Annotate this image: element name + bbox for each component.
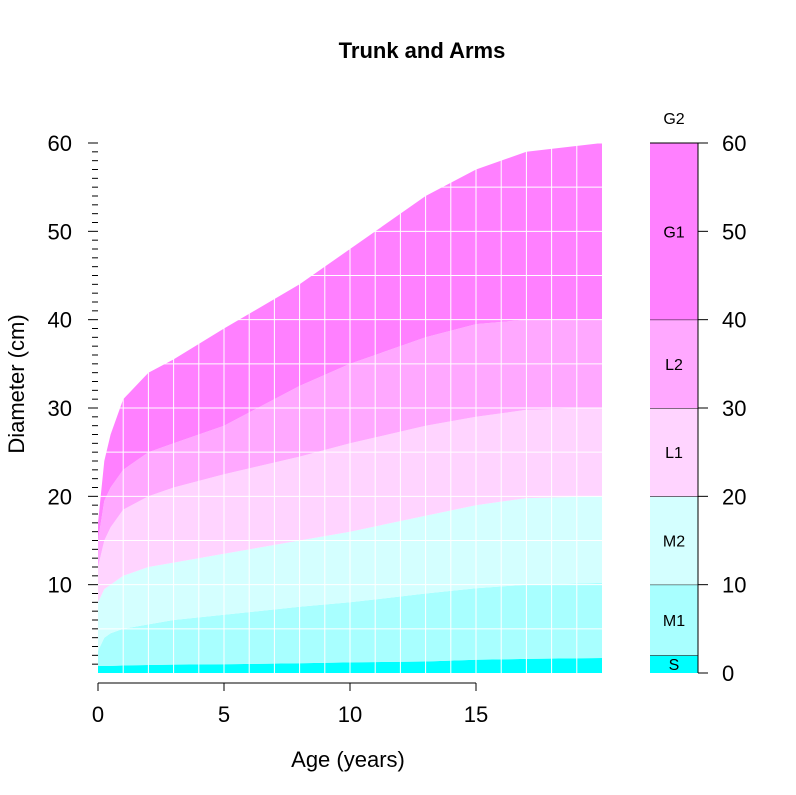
legend-band-label: S <box>669 657 680 674</box>
y-tick-label: 20 <box>48 484 72 509</box>
legend-band-label: M1 <box>663 613 685 630</box>
legend-band-label: L1 <box>665 445 683 462</box>
axes-layer: 0 5 10 15 10 20 30 40 50 60 <box>48 131 489 727</box>
x-tick-label: 10 <box>338 702 362 727</box>
legend-band-label: G1 <box>663 224 684 241</box>
legend-band-m2 <box>650 496 698 585</box>
x-tick-label: 15 <box>464 702 488 727</box>
y-tick-label: 40 <box>48 308 72 333</box>
legend-band-label: L2 <box>665 357 683 374</box>
legend-axis-tick-label: 50 <box>722 219 746 244</box>
legend-band-g1 <box>650 143 698 320</box>
y-axis-label: Diameter (cm) <box>4 314 29 453</box>
legend-axis-tick-label: 30 <box>722 396 746 421</box>
legend-axis-tick-label: 40 <box>722 308 746 333</box>
legend-band-m1 <box>650 584 698 656</box>
legend-layer: S M1 M2 L1 L2 G1 G2 0 10 20 30 40 50 60 <box>650 111 746 686</box>
grid-layer <box>98 142 602 673</box>
legend-axis-tick-label: 10 <box>722 573 746 598</box>
y-tick-label: 60 <box>48 131 72 156</box>
legend-band-l1 <box>650 408 698 497</box>
y-tick-label: 50 <box>48 219 72 244</box>
legend-band-label: M2 <box>663 534 685 551</box>
legend-axis-tick-label: 20 <box>722 484 746 509</box>
legend-axis-tick-label: 0 <box>722 661 734 686</box>
legend-top-label: G2 <box>663 111 684 128</box>
y-tick-label: 10 <box>48 573 72 598</box>
x-axis-label: Age (years) <box>291 747 405 772</box>
chart-title: Trunk and Arms <box>339 38 506 63</box>
x-tick-label: 5 <box>218 702 230 727</box>
legend-band-l2 <box>650 319 698 408</box>
legend-band-s <box>650 655 698 673</box>
legend-axis-tick-label: 60 <box>722 131 746 156</box>
y-tick-label: 30 <box>48 396 72 421</box>
x-tick-label: 0 <box>92 702 104 727</box>
